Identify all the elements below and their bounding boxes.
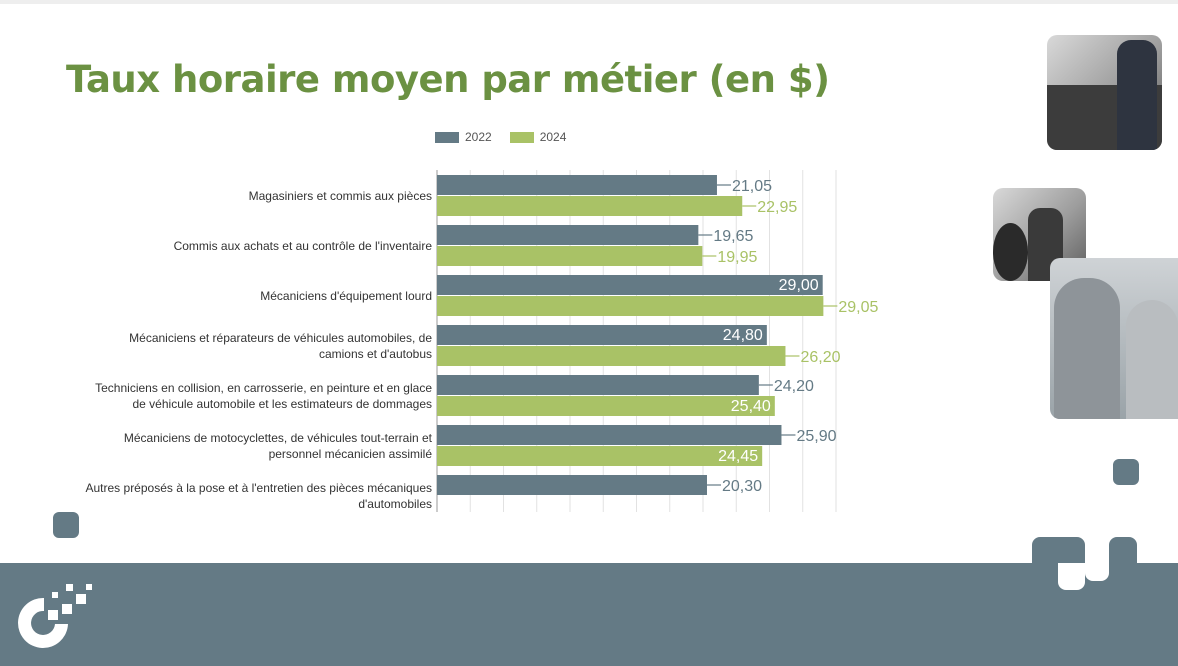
top-divider [0,0,1178,4]
category-label: Commis aux achats et au contrôle de l'in… [174,239,433,253]
legend-item-2024: 2024 [509,130,567,144]
bar-2022 [437,325,767,345]
legend-swatch-2024 [509,131,534,143]
data-label: 22,95 [757,199,797,216]
data-label: 19,65 [713,228,753,245]
category-label: Techniciens en collision, en carrosserie… [95,381,432,411]
bar-2022 [437,225,699,245]
data-label: 29,05 [838,299,878,316]
bar-2022 [437,175,717,195]
data-label: 26,20 [800,349,840,366]
category-label: Mécaniciens de motocyclettes, de véhicul… [124,431,433,461]
decorative-square [53,512,79,538]
bar-2022 [437,475,707,495]
chart-legend: 2022 2024 [435,130,566,144]
decorative-cutout [1058,563,1085,590]
data-label: 20,30 [722,478,762,495]
technician-photo [993,188,1086,281]
data-label: 19,95 [717,249,757,266]
team-photo [1050,258,1178,419]
bar-2024 [437,396,775,416]
category-label: Autres préposés à la pose et à l'entreti… [86,481,433,511]
legend-label-2024: 2024 [539,130,567,144]
data-label: 24,80 [723,327,763,344]
bar-2024 [437,196,743,216]
mechanic-photo [1047,35,1162,150]
company-logo [18,584,92,648]
bar-2024 [437,296,824,316]
data-label: 21,05 [732,178,772,195]
page-title: Taux horaire moyen par métier (en $) [66,58,830,101]
bar-2024 [437,446,763,466]
decorative-square [1113,459,1139,485]
bar-2022 [437,425,782,445]
legend-label-2022: 2022 [465,130,492,144]
category-label: Mécaniciens d'équipement lourd [260,289,432,303]
bar-2024 [437,346,786,366]
bar-2024 [437,246,703,266]
data-label: 25,90 [796,428,836,445]
data-label: 24,20 [774,378,814,395]
category-label: Magasiniers et commis aux pièces [249,189,432,203]
category-label: Mécaniciens et réparateurs de véhicules … [129,331,432,361]
data-label: 29,00 [779,277,819,294]
decorative-cutout [1085,563,1109,581]
bar-2022 [437,375,759,395]
data-label: 25,40 [731,398,771,415]
decorative-block [1109,537,1137,577]
legend-swatch-2022 [435,131,459,143]
data-label: 24,45 [718,448,758,465]
footer-band [0,563,1178,666]
bar-2022 [437,275,823,295]
legend-item-2022: 2022 [435,130,492,144]
